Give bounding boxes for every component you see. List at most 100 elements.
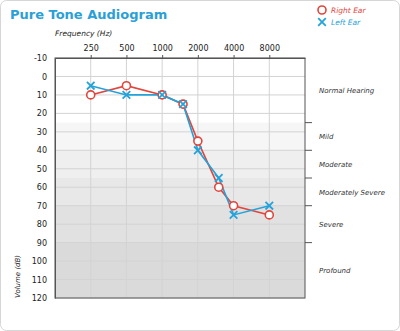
grid-line-y: [55, 150, 305, 151]
band-boundary: [305, 205, 312, 206]
data-point: [215, 174, 223, 182]
x-tick-label: 500: [119, 44, 134, 53]
y-tick: 0: [42, 73, 55, 82]
y-tick-label: 60: [37, 183, 47, 192]
y-axis-title: Volume (dB): [14, 255, 22, 298]
x-tick: 250: [84, 44, 99, 58]
data-point: [215, 183, 223, 191]
page-frame: [1, 1, 400, 331]
band-label: Moderately Severe: [319, 189, 385, 197]
y-tick: 20: [37, 109, 55, 118]
x-tick-label: 8000: [260, 44, 280, 53]
grid-line-y: [55, 131, 305, 132]
grid-line-y: [55, 224, 305, 225]
title: Pure Tone Audiogram: [10, 7, 167, 22]
y-tick: 110: [32, 276, 55, 285]
legend: Right Ear Left Ear: [318, 6, 366, 27]
series-line: [91, 86, 270, 215]
data-point: [265, 202, 273, 210]
data-point: [179, 100, 187, 108]
y-axis-line: [55, 59, 56, 299]
plot-frame: [55, 58, 305, 298]
y-tick-label: 30: [37, 128, 47, 137]
grid-line-x: [197, 58, 198, 298]
band-boundary: [305, 178, 312, 179]
band-label: Moderate: [319, 161, 352, 169]
y-tick: 10: [37, 91, 55, 100]
y-tick: 50: [37, 165, 55, 174]
data-point: [87, 91, 95, 99]
band: [55, 178, 305, 206]
x-tick-mark: [269, 55, 270, 58]
y-tick-label: 90: [37, 239, 47, 248]
band-label: Severe: [319, 221, 343, 229]
y-tick-label: 40: [37, 146, 47, 155]
grid-line-y: [55, 187, 305, 188]
grid-line-y: [55, 168, 305, 169]
data-point: [194, 147, 202, 155]
x-axis: 250 500 1000 2000 4000 8000: [56, 44, 306, 59]
grid: [55, 58, 305, 298]
y-tick-label: 0: [42, 73, 47, 82]
legend-label: Left Ear: [331, 18, 361, 27]
chart: 250 500 1000 2000 4000 8000 -10 0 10 20 30 40 50 60 70…: [0, 0, 400, 331]
band-scale: Normal Hearing Mild Moderate Moderately Sev…: [305, 87, 385, 275]
grid-line-y: [55, 279, 305, 280]
y-tick-label: 70: [37, 202, 47, 211]
y-tick-label: 10: [37, 91, 47, 100]
data-point: [123, 91, 131, 99]
y-tick: -10: [34, 54, 55, 63]
x-tick-mark: [234, 55, 235, 58]
x-tick-label: 1000: [152, 44, 172, 53]
x-tick: 1000: [152, 44, 172, 58]
band-boundary: [305, 150, 312, 151]
legend-marker: [318, 6, 326, 14]
y-tick: 40: [37, 146, 55, 155]
y-tick: 70: [37, 202, 55, 211]
y-tick: 120: [32, 294, 55, 303]
data-point: [265, 211, 273, 219]
data-point: [194, 137, 202, 145]
y-tick-label: 80: [37, 220, 47, 229]
data-point: [230, 211, 238, 219]
band: [55, 206, 305, 243]
band-label: Normal Hearing: [319, 87, 375, 95]
grid-line-y: [55, 242, 305, 243]
y-tick-label: 120: [32, 294, 47, 303]
band: [55, 243, 305, 298]
y-tick-label: 50: [37, 165, 47, 174]
band-label: Profound: [319, 267, 351, 275]
y-tick-label: 100: [32, 257, 47, 266]
x-tick-label: 4000: [224, 44, 244, 53]
band-label: Mild: [319, 133, 334, 141]
band-boundary: [305, 242, 312, 243]
y-tick: 80: [37, 220, 55, 229]
y-tick: 60: [37, 183, 55, 192]
plot-area: [87, 82, 274, 219]
y-tick: 90: [37, 239, 55, 248]
x-tick: 8000: [260, 44, 280, 58]
x-tick-mark: [126, 55, 127, 58]
band: [55, 150, 305, 178]
series-line: [91, 86, 270, 215]
x-tick-mark: [198, 55, 199, 58]
grid-line-y: [55, 261, 305, 262]
y-tick-label: 20: [37, 109, 47, 118]
x-tick-label: 2000: [188, 44, 208, 53]
band: [55, 123, 305, 151]
data-point: [230, 202, 238, 210]
grid-line-y: [55, 76, 305, 77]
y-tick: 30: [37, 128, 55, 137]
data-point: [158, 91, 166, 99]
x-tick-mark: [91, 55, 92, 58]
grid-line-x: [233, 58, 234, 298]
legend-label: Right Ear: [331, 6, 366, 15]
x-axis-line: [56, 58, 306, 59]
x-tick-label: 250: [84, 44, 99, 53]
y-tick-label: 110: [32, 276, 47, 285]
grid-line-y: [55, 113, 305, 114]
x-tick: 4000: [224, 44, 244, 58]
data-point: [158, 91, 166, 99]
x-tick-mark: [162, 55, 163, 58]
bands: [55, 58, 305, 298]
